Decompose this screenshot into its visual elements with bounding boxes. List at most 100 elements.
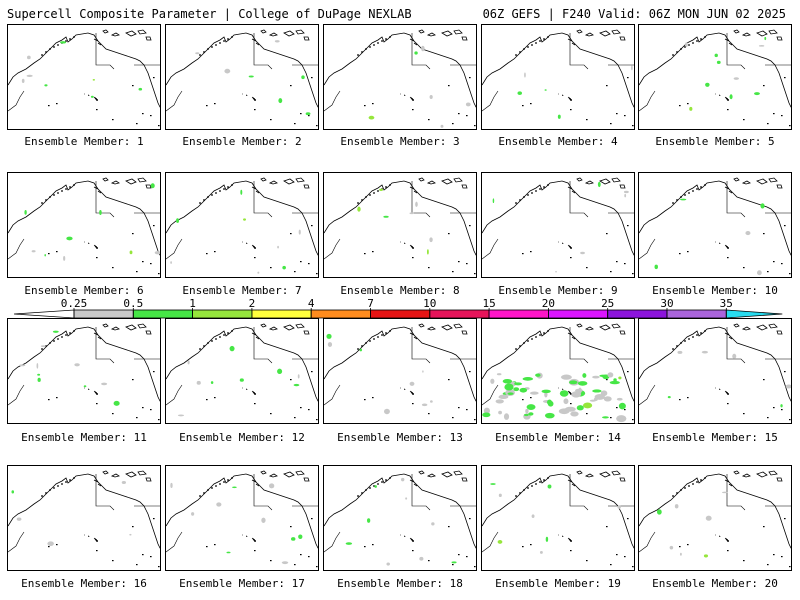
island-dot	[316, 273, 318, 274]
island-dot	[727, 403, 729, 404]
island-dot	[680, 48, 682, 50]
ensemble-member-map	[165, 172, 319, 278]
island-dot	[539, 481, 541, 483]
scp-area	[430, 400, 433, 403]
island-dot	[56, 397, 58, 398]
colorbar-segment	[252, 310, 311, 318]
island-dot	[763, 379, 765, 380]
island-dot	[150, 115, 152, 116]
island-dot	[547, 477, 549, 479]
colorbar-label: 7	[367, 298, 374, 310]
scp-area	[53, 331, 59, 333]
island-dot	[428, 560, 430, 561]
island-dot	[142, 554, 144, 555]
arctic-islands	[410, 471, 467, 486]
island-dot	[773, 261, 775, 262]
island-dot	[687, 397, 689, 398]
page-title: Supercell Composite Parameter | College …	[7, 7, 412, 21]
colorbar-label: 0.25	[61, 298, 88, 310]
island-dot	[448, 379, 450, 380]
island-dot	[150, 409, 152, 410]
scp-area	[685, 42, 688, 47]
island-dot	[704, 36, 706, 38]
island-dot	[632, 419, 634, 420]
scp-area	[451, 561, 456, 563]
island-dot	[466, 556, 468, 557]
island-dot	[73, 330, 75, 332]
island-dot	[692, 336, 694, 338]
scp-area	[583, 403, 592, 409]
coastline	[324, 181, 477, 257]
island-dot	[373, 338, 375, 340]
scp-area	[261, 518, 265, 523]
island-dot	[466, 263, 468, 264]
island-dot	[535, 42, 537, 44]
scp-area	[19, 364, 25, 366]
island-dot	[458, 407, 460, 408]
coastline	[482, 33, 635, 109]
island-dot	[56, 251, 58, 252]
island-dot	[61, 483, 63, 485]
island-dot	[214, 103, 216, 104]
scp-area	[498, 411, 502, 415]
ensemble-member-map	[481, 318, 635, 424]
island-dot	[211, 340, 213, 342]
island-dot	[294, 123, 296, 124]
scp-area	[704, 554, 708, 557]
island-dot	[136, 123, 138, 124]
hawaii	[400, 535, 414, 542]
scp-area	[197, 381, 201, 385]
island-dot	[688, 192, 690, 194]
island-dot	[270, 119, 272, 120]
scp-area	[151, 183, 155, 188]
scp-area	[599, 375, 606, 377]
ensemble-member-label: Ensemble Member: 5	[636, 136, 794, 148]
scp-area	[99, 210, 102, 215]
arctic-islands	[568, 30, 625, 45]
island-dot	[539, 334, 541, 336]
island-dot	[219, 190, 221, 192]
island-dot	[364, 253, 366, 254]
island-dot	[428, 267, 430, 268]
ensemble-member-label: Ensemble Member: 11	[5, 432, 163, 444]
coastline	[8, 33, 161, 109]
island-dot	[254, 109, 256, 110]
island-dot	[687, 103, 689, 104]
scp-area	[548, 401, 554, 407]
island-dot	[789, 125, 791, 126]
island-dot	[696, 334, 698, 336]
island-dot	[207, 48, 209, 50]
island-dot	[412, 550, 414, 551]
ensemble-member-label: Ensemble Member: 2	[163, 136, 321, 148]
island-dot	[308, 263, 310, 264]
island-dot	[290, 233, 292, 234]
colorbar-segment	[608, 310, 667, 318]
scp-area	[517, 91, 521, 95]
ensemble-member-map	[323, 172, 477, 278]
island-dot	[316, 419, 318, 420]
island-dot	[700, 332, 702, 334]
coastline	[8, 181, 161, 257]
island-dot	[150, 556, 152, 557]
island-dot	[381, 334, 383, 336]
colorbar-label: 20	[542, 298, 555, 310]
island-dot	[781, 409, 783, 410]
island-dot	[684, 487, 686, 489]
island-dot	[41, 348, 43, 350]
scp-area	[520, 388, 528, 393]
scp-area	[607, 372, 613, 377]
hawaii	[242, 535, 256, 542]
arctic-islands	[410, 30, 467, 45]
map-canvas	[324, 466, 477, 571]
island-dot	[206, 546, 208, 547]
island-dot	[547, 330, 549, 332]
scp-area	[745, 231, 750, 235]
scp-area	[675, 504, 679, 508]
island-dot	[586, 267, 588, 268]
scp-area	[561, 375, 572, 380]
map-canvas	[166, 319, 319, 424]
ensemble-member-map	[638, 465, 792, 571]
island-dot	[767, 123, 769, 124]
island-dot	[412, 109, 414, 110]
island-dot	[531, 485, 533, 487]
